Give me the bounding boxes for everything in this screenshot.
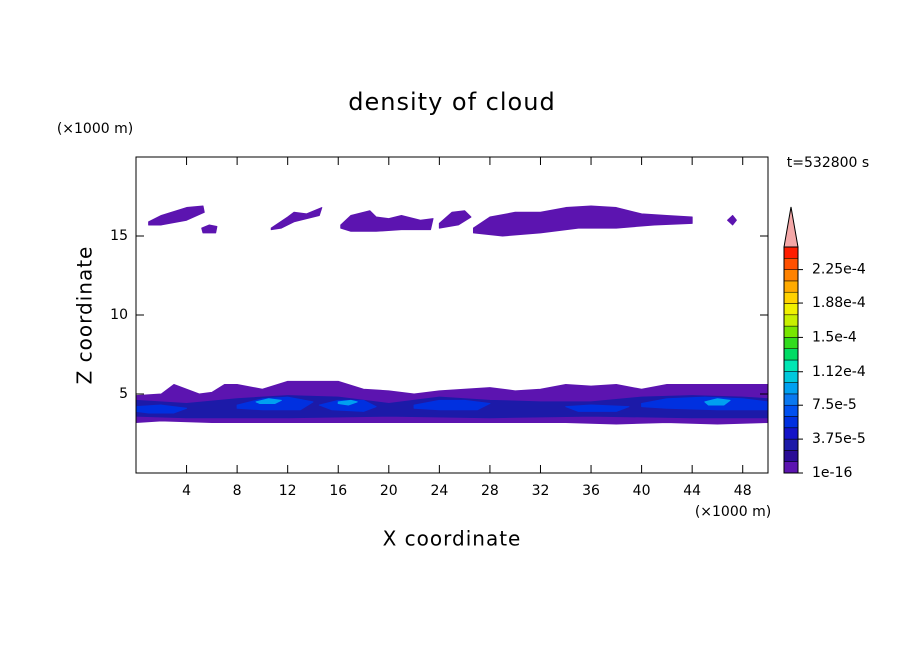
colorbar-band [783, 393, 799, 406]
contour-region [413, 399, 491, 411]
colorbar-band [783, 269, 799, 282]
colorbar-frame [783, 246, 799, 474]
colorbar-tick-label: 1.88e-4 [812, 295, 866, 311]
colorbar-extend [783, 206, 799, 248]
colorbar-band [783, 382, 799, 395]
chart-title: density of cloud [348, 88, 555, 116]
x-tick-label: 28 [481, 483, 499, 499]
contour-region [704, 398, 731, 406]
colorbar-tick-label: 3.75e-5 [812, 431, 866, 447]
plot-frame [135, 156, 769, 474]
y-tick-label: 5 [119, 386, 128, 402]
colorbar-tick-label: 1.12e-4 [812, 364, 866, 380]
contour-fills [135, 205, 769, 425]
contour-region [340, 210, 434, 232]
contour-region [270, 207, 323, 231]
colorbar-band [783, 359, 799, 372]
colorbar-band [783, 291, 799, 304]
colorbar-band [783, 427, 799, 440]
colorbar-band [783, 337, 799, 349]
colorbar-band [783, 461, 799, 474]
colorbar-band [783, 325, 799, 338]
colorbar-band [783, 246, 799, 259]
x-tick-label: 32 [532, 483, 550, 499]
contour-region [727, 214, 737, 226]
contour-region [201, 224, 218, 234]
x-tick-label: 12 [279, 483, 297, 499]
y-axis-label: Z coordinate [73, 246, 97, 385]
colorbar-band [783, 348, 799, 361]
contour-region [565, 404, 630, 412]
colorbar-tick-label: 1.5e-4 [812, 329, 857, 345]
contour-region [438, 210, 472, 229]
colorbar-band [783, 450, 799, 462]
x-tick-label: 4 [182, 483, 191, 499]
y-tick-label: 10 [110, 307, 128, 323]
x-tick-label: 36 [582, 483, 600, 499]
x-tick-label: 44 [683, 483, 701, 499]
contour-region [472, 205, 693, 237]
x-tick-label: 16 [329, 483, 347, 499]
y-tick-label: 15 [110, 228, 128, 244]
colorbar-tick-label: 1e-16 [812, 465, 852, 481]
time-label: t=532800 s [787, 155, 869, 171]
x-tick-label: 20 [380, 483, 398, 499]
y-unit: (×1000 m) [57, 121, 133, 137]
colorbar-band [783, 438, 799, 451]
colorbar-band [783, 404, 799, 417]
x-tick-label: 48 [734, 483, 752, 499]
x-unit: (×1000 m) [695, 504, 771, 520]
colorbar-band [783, 303, 799, 316]
colorbar-band [783, 371, 799, 383]
colorbar-band [783, 416, 799, 429]
x-tick-label: 24 [430, 483, 448, 499]
contour-region [337, 399, 358, 406]
colorbar-band [783, 258, 799, 270]
contour-region [318, 399, 377, 412]
colorbar-tick-label: 7.5e-5 [812, 397, 857, 413]
colorbar-band [783, 280, 799, 293]
x-tick-label: 8 [233, 483, 242, 499]
colorbar-band [783, 314, 799, 327]
contour-region [148, 205, 205, 226]
contour-region [255, 398, 282, 404]
colorbar-tick-label: 2.25e-4 [812, 262, 866, 278]
x-axis-label: X coordinate [383, 527, 522, 551]
x-tick-label: 40 [633, 483, 651, 499]
